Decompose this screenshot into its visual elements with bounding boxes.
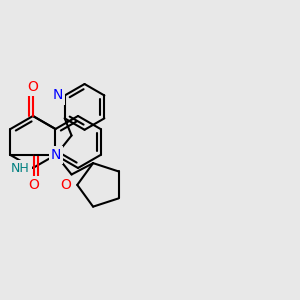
- Text: NH: NH: [11, 161, 30, 175]
- Text: O: O: [60, 178, 71, 192]
- Text: O: O: [28, 80, 38, 94]
- Text: N: N: [52, 88, 63, 103]
- Text: O: O: [28, 178, 39, 192]
- Text: N: N: [51, 148, 61, 162]
